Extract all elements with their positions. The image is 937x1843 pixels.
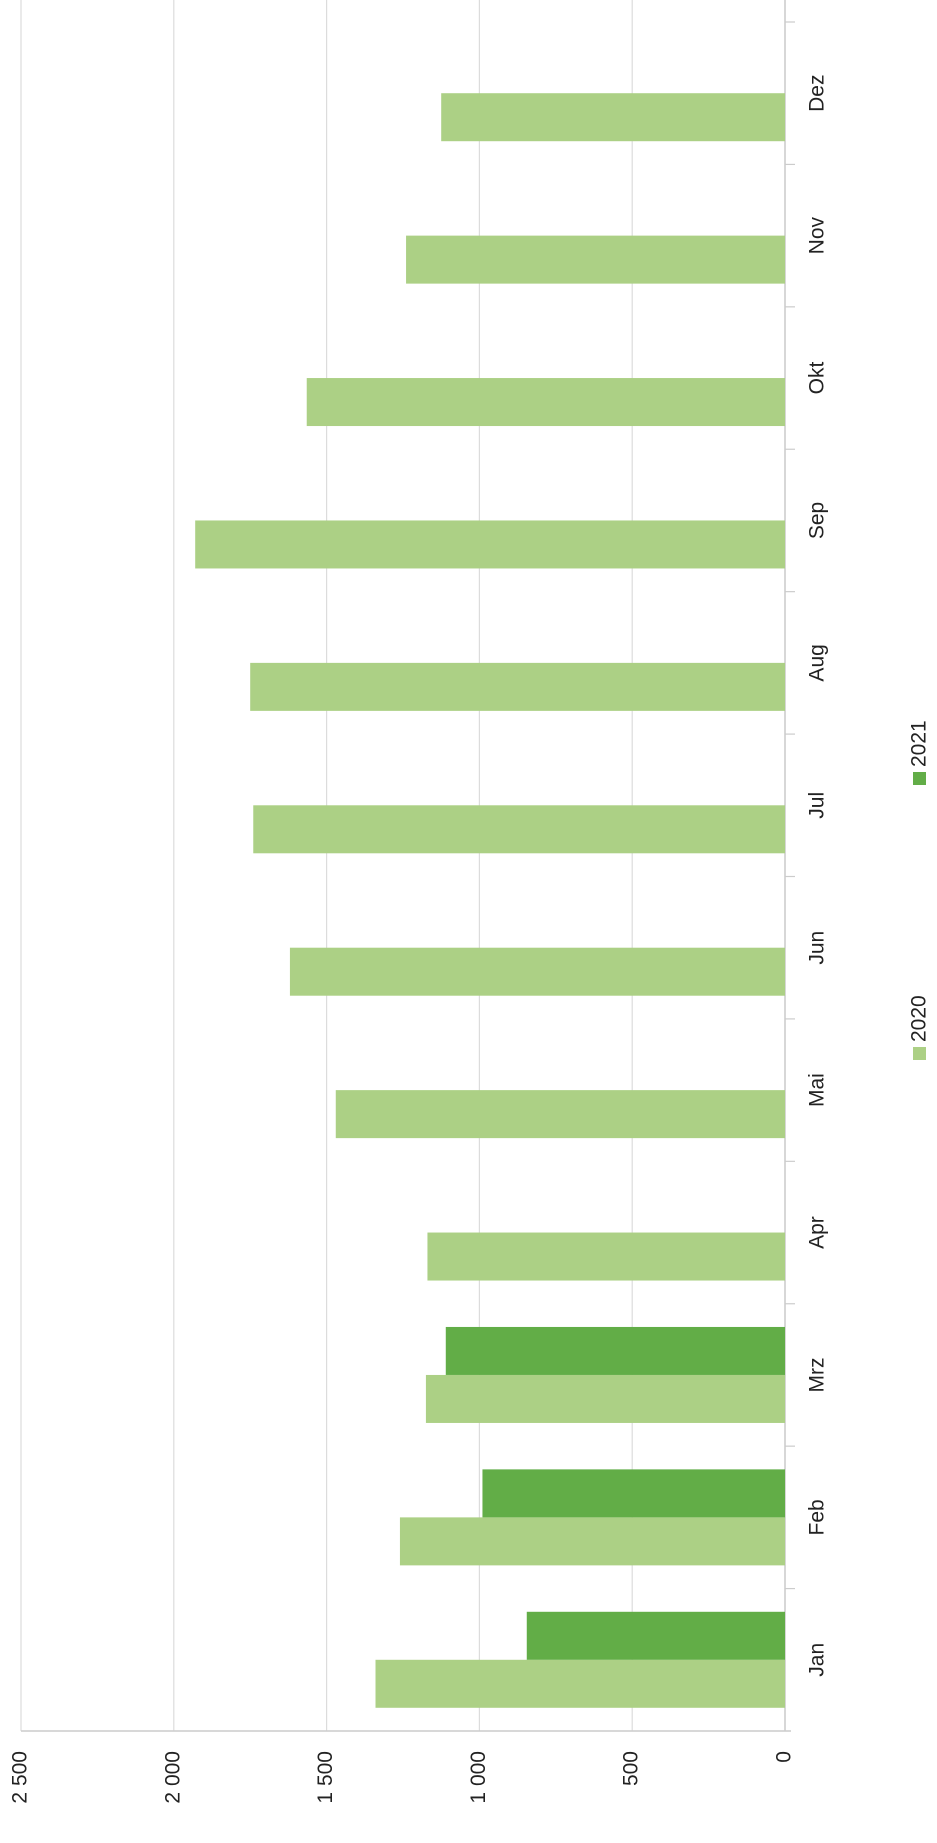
x-tick-label: Jan xyxy=(805,1643,828,1677)
bar xyxy=(335,1090,785,1139)
bar xyxy=(406,235,785,284)
y-tick-label: 1 000 xyxy=(467,1751,490,1804)
bar xyxy=(526,1611,785,1660)
legend-label: 2021 xyxy=(908,720,931,767)
y-tick-label: 2 000 xyxy=(161,1751,184,1804)
legend-swatch xyxy=(913,1047,926,1060)
bar xyxy=(425,1374,785,1423)
bar xyxy=(195,520,785,569)
bar xyxy=(445,1326,785,1375)
bar xyxy=(482,1469,785,1518)
x-tick-label: Apr xyxy=(805,1216,828,1249)
x-tick-label: Okt xyxy=(805,362,828,395)
x-tick-label: Nov xyxy=(805,216,828,254)
bar xyxy=(289,947,785,996)
bar xyxy=(253,805,786,854)
rotated-chart: 0 500 1 000 1 500 2 000 2 500 Jan Feb Mrz Apr Mai J… xyxy=(9,0,931,1804)
bar xyxy=(250,662,785,711)
bar xyxy=(375,1659,785,1708)
y-tick-label: 0 xyxy=(773,1751,796,1763)
x-tick-label: Mrz xyxy=(805,1357,828,1392)
legend-label: 2020 xyxy=(908,995,931,1042)
x-tick-label: Sep xyxy=(805,502,828,539)
x-tick-label: Feb xyxy=(805,1499,828,1535)
x-tick-label: Jul xyxy=(805,792,828,819)
y-tick-label: 500 xyxy=(620,1751,643,1786)
bar xyxy=(399,1517,785,1566)
x-tick-label: Dez xyxy=(805,75,828,112)
x-tick-label: Jun xyxy=(805,931,828,965)
x-tick-label: Mai xyxy=(805,1073,828,1107)
bar xyxy=(427,1232,785,1281)
x-tick-label: Aug xyxy=(805,644,828,681)
y-tick-label: 2 500 xyxy=(9,1751,32,1804)
bar xyxy=(441,93,785,142)
legend-swatch xyxy=(913,772,926,785)
y-tick-label: 1 500 xyxy=(314,1751,337,1804)
bar xyxy=(306,378,785,427)
